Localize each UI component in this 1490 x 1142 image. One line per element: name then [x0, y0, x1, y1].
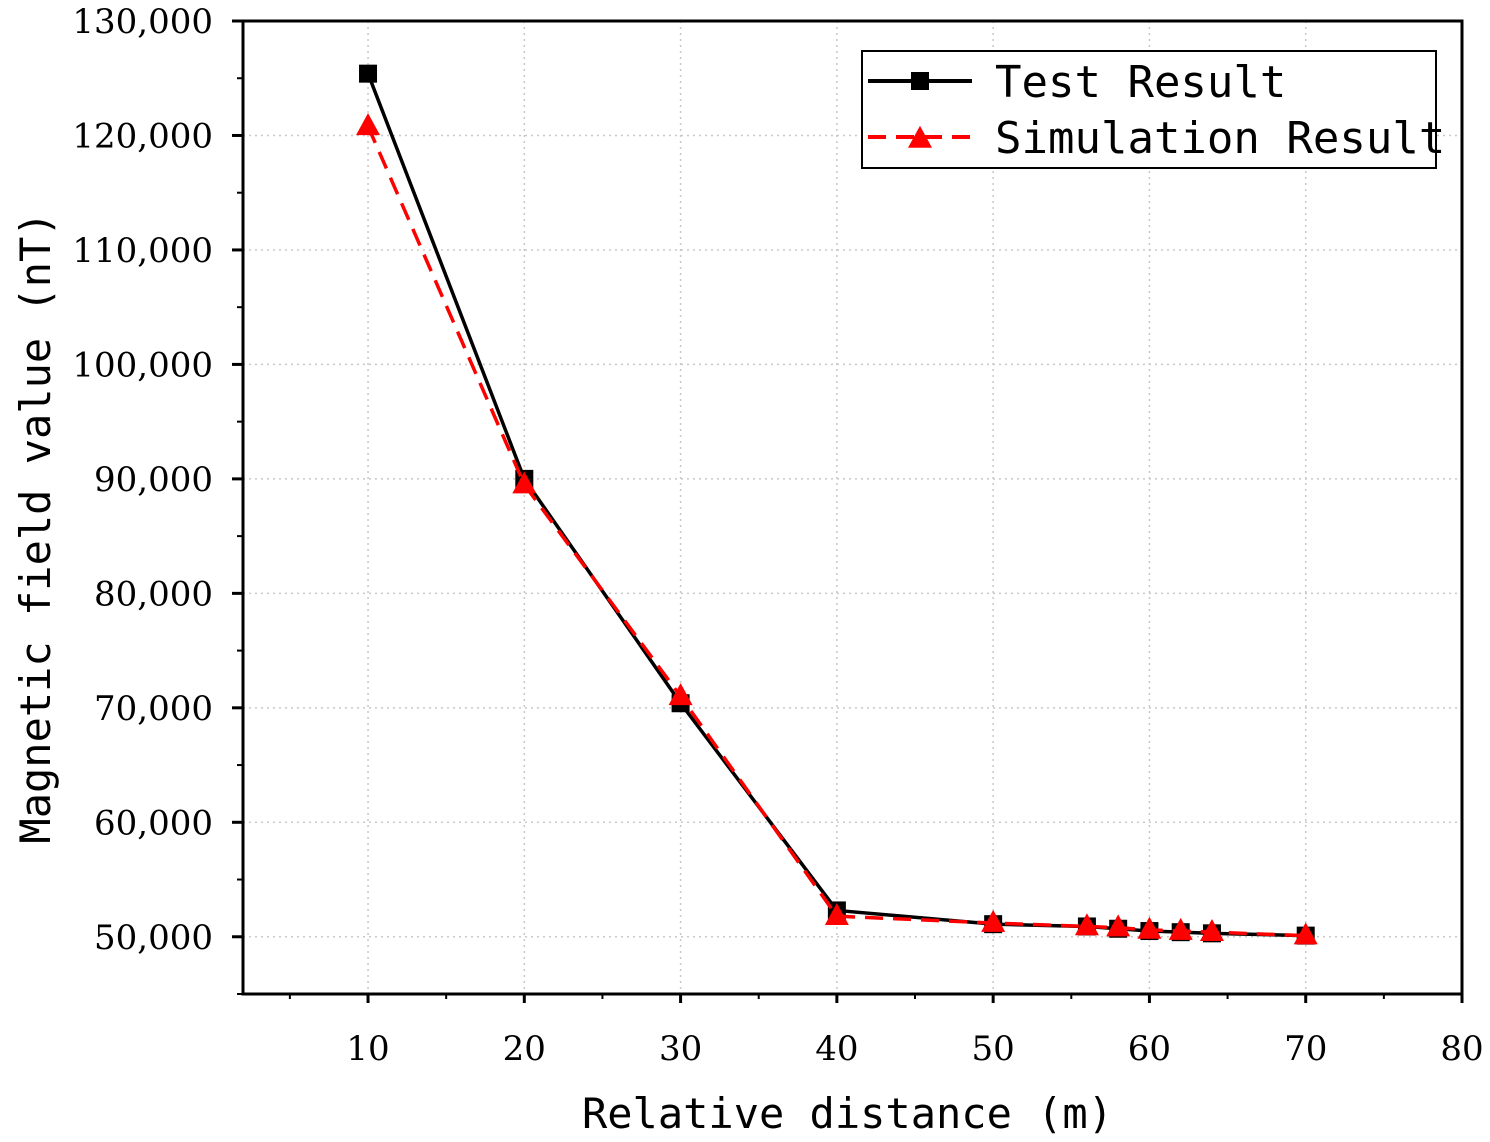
data-point-simulation-result [1199, 918, 1224, 941]
data-point-simulation-result [981, 909, 1006, 932]
x-tick-label: 80 [1440, 1029, 1483, 1069]
data-point-test-result [359, 64, 378, 83]
y-tick-label: 50,000 [94, 918, 213, 958]
legend-marker-test-result [911, 72, 929, 90]
data-point-simulation-result [824, 902, 849, 925]
y-tick-label: 110,000 [72, 231, 213, 271]
data-point-simulation-result [1293, 922, 1318, 945]
x-tick-label: 40 [815, 1029, 858, 1069]
y-tick-label: 70,000 [94, 689, 213, 729]
x-tick-label: 60 [1128, 1029, 1171, 1069]
data-point-simulation-result [356, 113, 381, 136]
data-point-simulation-result [1106, 914, 1131, 937]
y-axis-title: Magnetic field value (nT) [11, 211, 60, 843]
data-point-simulation-result [1168, 917, 1193, 940]
legend-label: Simulation Result [995, 113, 1445, 164]
plot-frame [241, 19, 1464, 996]
y-tick-label: 60,000 [94, 803, 213, 843]
x-tick-label: 70 [1284, 1029, 1327, 1069]
legend-box [861, 50, 1437, 169]
series-line-simulation-result [366, 125, 1306, 938]
y-tick-label: 90,000 [94, 460, 213, 500]
data-point-simulation-result [512, 471, 537, 494]
x-axis-title: Relative distance (m) [582, 1089, 1113, 1138]
x-tick-label: 10 [346, 1029, 389, 1069]
y-tick-label: 120,000 [72, 116, 213, 156]
x-tick-label: 50 [972, 1029, 1015, 1069]
x-tick-label: 20 [503, 1029, 546, 1069]
y-tick-label: 80,000 [94, 574, 213, 614]
legend-label: Test Result [995, 57, 1286, 108]
legend-marker-simulation-result [908, 125, 932, 148]
y-tick-label: 130,000 [72, 2, 213, 42]
plot-area [243, 21, 1462, 994]
y-tick-label: 100,000 [72, 345, 213, 385]
x-tick-label: 30 [659, 1029, 702, 1069]
data-point-simulation-result [1137, 916, 1162, 939]
data-point-simulation-result [1074, 913, 1099, 936]
data-point-simulation-result [668, 683, 693, 706]
